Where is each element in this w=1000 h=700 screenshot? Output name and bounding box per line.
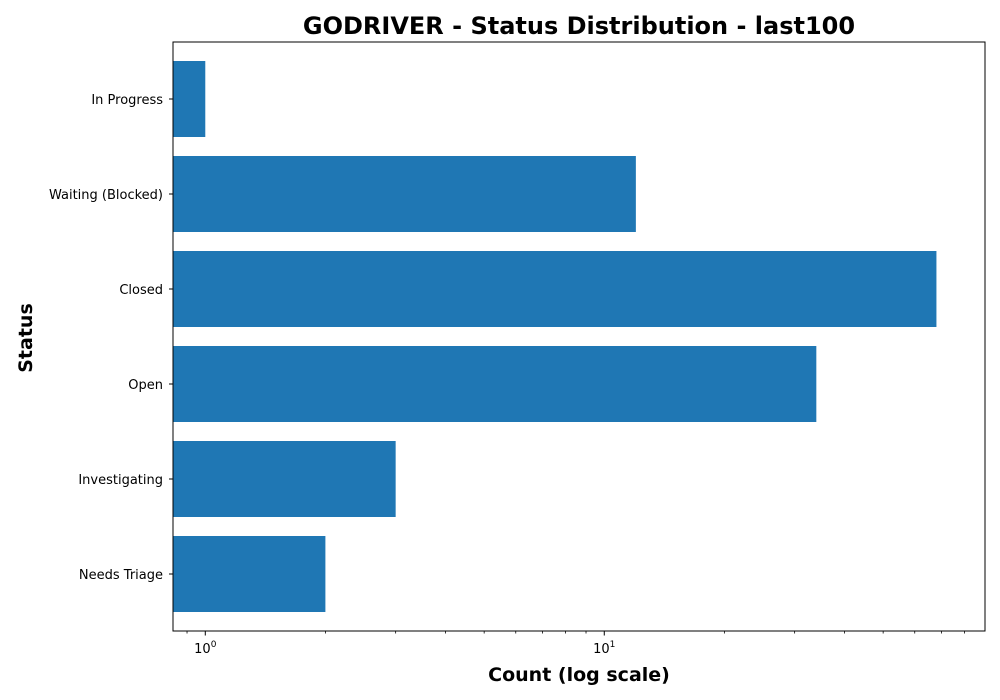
- y-tick-label: Open: [128, 378, 163, 393]
- bar-needs-triage: [173, 536, 326, 612]
- bars-layer: [173, 61, 937, 612]
- y-tick-label: Needs Triage: [79, 568, 163, 583]
- plot-frame: [172, 41, 986, 632]
- y-tick-label: Waiting (Blocked): [49, 188, 163, 203]
- bar-waiting-blocked: [173, 156, 636, 232]
- chart-title: GODRIVER - Status Distribution - last100: [303, 12, 855, 40]
- x-tick-label: 101: [593, 640, 615, 657]
- bar-investigating: [173, 441, 396, 517]
- bar-closed: [173, 251, 937, 327]
- x-tick-label: 100: [194, 640, 217, 657]
- y-tick-label: Closed: [119, 283, 163, 298]
- y-axis-label: Status: [15, 303, 37, 373]
- y-tick-label: In Progress: [91, 93, 163, 108]
- bar-open: [173, 346, 817, 422]
- bar-in-progress: [173, 61, 206, 137]
- x-axis-label: Count (log scale): [488, 664, 670, 686]
- y-tick-label: Investigating: [78, 473, 163, 488]
- ticks-layer: In Progress Waiting (Blocked) Closed Open In…: [49, 93, 965, 657]
